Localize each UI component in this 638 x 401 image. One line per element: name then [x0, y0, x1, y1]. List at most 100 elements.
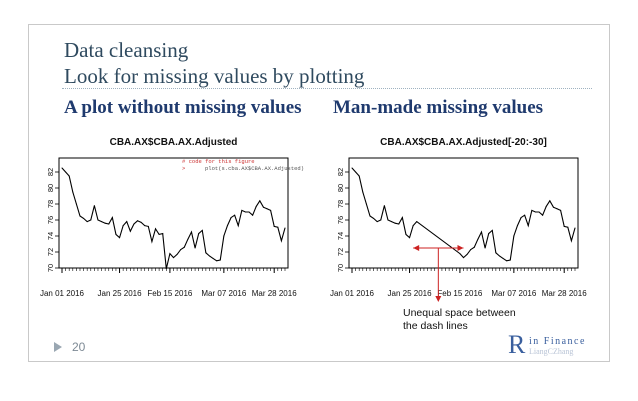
gap-arrowhead-right	[457, 245, 464, 251]
data-point	[401, 217, 403, 219]
data-point	[380, 219, 382, 221]
data-point	[470, 249, 472, 251]
code-line: plot(s.cba.AX$CBA.AX.Adjusted)	[205, 165, 304, 172]
x-tick-label: Mar 07 2016	[491, 289, 536, 298]
data-point	[520, 217, 522, 219]
data-point	[273, 225, 275, 227]
data-point	[365, 203, 367, 205]
data-point	[255, 205, 257, 207]
data-point	[362, 191, 364, 193]
y-tick-label: 80	[336, 184, 345, 192]
data-point	[484, 247, 486, 249]
data-point	[398, 223, 400, 225]
frame-bottom-border	[28, 361, 610, 362]
data-point	[97, 219, 99, 221]
data-point	[463, 257, 464, 259]
data-point	[259, 200, 261, 202]
slide-title-line1: Data cleansing	[64, 38, 189, 62]
data-point	[270, 209, 272, 211]
data-point	[549, 200, 551, 202]
data-point	[376, 221, 378, 223]
data-point	[560, 209, 562, 211]
data-point	[412, 225, 414, 227]
data-point	[262, 206, 264, 208]
data-point	[212, 257, 214, 259]
gap-arrowhead-left	[413, 245, 420, 251]
data-point	[83, 217, 85, 219]
data-point	[473, 246, 475, 248]
data-point	[198, 233, 200, 235]
data-point	[115, 233, 117, 235]
data-point	[122, 225, 124, 227]
data-point	[173, 257, 174, 259]
y-tick-label: 72	[46, 248, 55, 256]
data-point	[241, 209, 243, 211]
data-point	[162, 233, 164, 235]
data-point	[208, 255, 210, 257]
data-point	[237, 225, 239, 227]
data-point	[248, 211, 250, 213]
data-point	[201, 229, 203, 231]
data-point	[93, 205, 95, 207]
data-point	[194, 247, 196, 249]
data-point	[155, 228, 157, 230]
y-tick-label: 82	[336, 168, 345, 176]
data-point	[169, 253, 171, 255]
data-point	[409, 237, 411, 239]
data-point	[387, 219, 389, 221]
data-point	[563, 225, 565, 227]
data-point	[495, 252, 497, 254]
data-point	[151, 241, 153, 243]
data-point	[68, 175, 70, 177]
data-point	[355, 171, 357, 173]
missing-values-annotation: Unequal space between the dash lines	[403, 307, 516, 333]
data-point	[394, 222, 396, 224]
data-point	[180, 249, 182, 251]
code-comment: # code for this figure	[182, 158, 255, 165]
page-number: 20	[72, 340, 86, 354]
data-point	[176, 253, 178, 255]
frame-right-border	[609, 24, 610, 362]
code-prompt: >	[182, 165, 185, 172]
data-point	[133, 223, 135, 225]
slide-title-line2: Look for missing values by plotting	[64, 64, 365, 88]
data-point	[466, 253, 468, 255]
data-point	[108, 223, 110, 225]
data-point	[383, 205, 385, 207]
data-point	[61, 167, 63, 169]
y-tick-label: 72	[336, 248, 345, 256]
pointer-arrowhead	[435, 296, 442, 302]
chart-title: CBA.AX$CBA.AX.Adjusted[-20:-30]	[380, 137, 547, 148]
data-point	[513, 235, 515, 237]
page-arrow-icon	[54, 342, 62, 352]
x-tick-label: Jan 25 2016	[388, 289, 433, 298]
y-tick-label: 78	[336, 200, 345, 208]
data-point	[542, 214, 544, 216]
data-point	[75, 203, 77, 205]
data-point	[119, 237, 121, 239]
data-point	[567, 226, 569, 228]
data-point	[86, 221, 88, 223]
data-point	[509, 259, 511, 261]
data-point	[205, 252, 207, 254]
data-point	[358, 175, 360, 177]
y-tick-label: 76	[46, 216, 55, 224]
data-point	[165, 268, 167, 270]
data-point	[534, 211, 536, 213]
data-point	[391, 221, 393, 223]
y-tick-label: 74	[46, 232, 55, 240]
data-point	[190, 231, 192, 233]
chart-title: CBA.AX$CBA.AX.Adjusted	[110, 137, 238, 148]
x-tick-label: Mar 07 2016	[201, 289, 246, 298]
x-tick-label: Feb 15 2016	[437, 289, 482, 298]
data-point	[545, 205, 547, 207]
data-point	[252, 214, 254, 216]
chart-right: CBA.AX$CBA.AX.Adjusted[-20:-30] 70 72 74 76 7…	[330, 137, 587, 302]
data-point	[65, 171, 67, 173]
data-point	[491, 229, 493, 231]
logo-line1: in Finance	[529, 336, 586, 347]
y-tick-label: 78	[46, 200, 55, 208]
data-point	[129, 230, 131, 232]
data-point	[183, 246, 185, 248]
